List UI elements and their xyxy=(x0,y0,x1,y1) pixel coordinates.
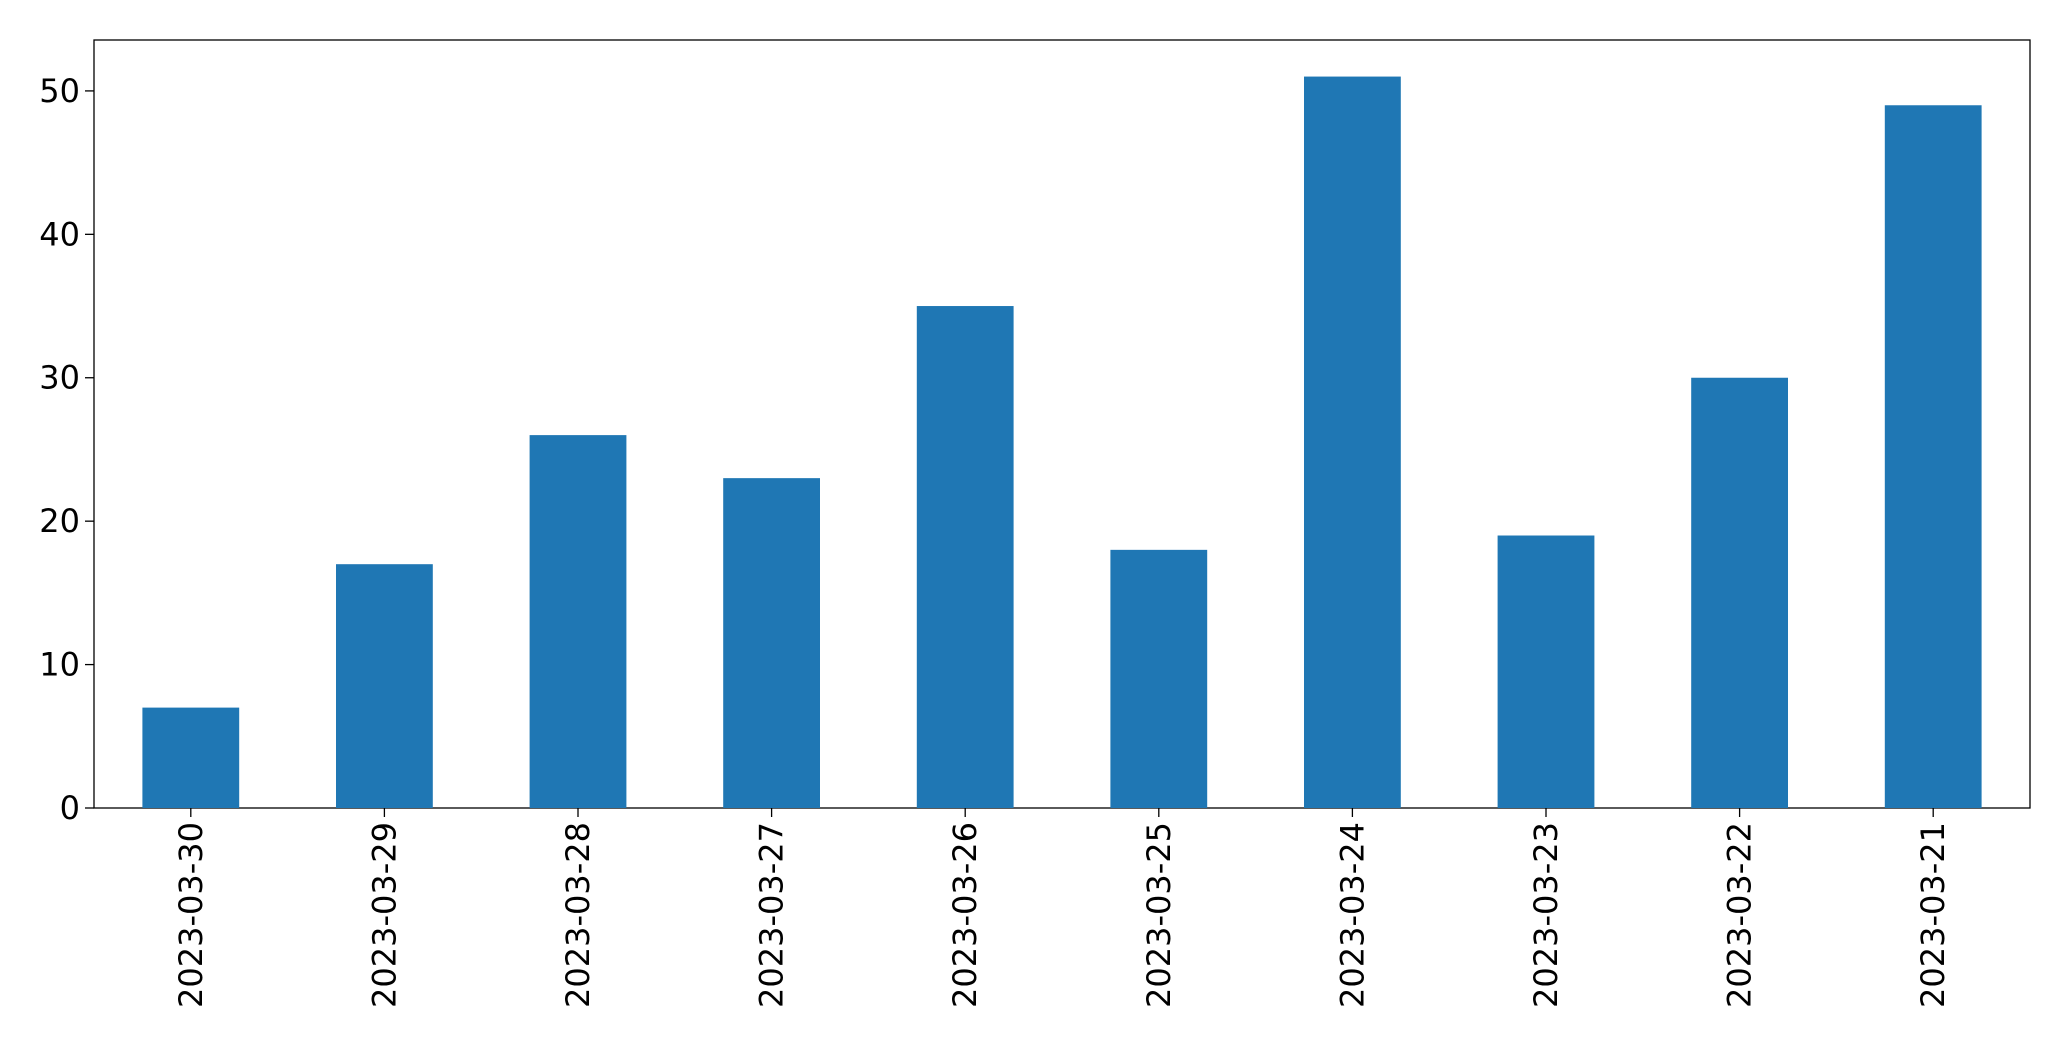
y-tick-label: 0 xyxy=(60,789,80,827)
y-tick-label: 10 xyxy=(39,646,80,684)
x-tick-label: 2023-03-21 xyxy=(1914,822,1952,1008)
y-tick-label: 20 xyxy=(39,502,80,540)
bar xyxy=(916,306,1014,808)
x-tick-label: 2023-03-23 xyxy=(1527,822,1565,1008)
x-tick-label: 2023-03-29 xyxy=(365,822,403,1008)
bar xyxy=(1110,549,1208,808)
bar xyxy=(1304,76,1401,809)
x-tick-label: 2023-03-28 xyxy=(559,822,597,1008)
plot-frame xyxy=(93,39,2031,809)
x-tick-label: 2023-03-25 xyxy=(1140,822,1178,1008)
bar xyxy=(142,707,240,808)
bar xyxy=(336,564,433,808)
y-tick-label: 50 xyxy=(39,72,80,110)
x-tick-label: 2023-03-30 xyxy=(172,822,210,1008)
bar xyxy=(723,478,820,808)
bar xyxy=(1497,535,1595,808)
bar xyxy=(529,435,627,808)
bar xyxy=(1884,105,1982,809)
bar xyxy=(1691,377,1788,808)
x-tick-label: 2023-03-27 xyxy=(753,822,791,1008)
y-tick-label: 40 xyxy=(39,215,80,253)
x-tick-label: 2023-03-26 xyxy=(946,822,984,1008)
y-tick-label: 30 xyxy=(39,359,80,397)
x-tick-label: 2023-03-24 xyxy=(1333,822,1371,1008)
x-tick-label: 2023-03-22 xyxy=(1721,822,1759,1008)
